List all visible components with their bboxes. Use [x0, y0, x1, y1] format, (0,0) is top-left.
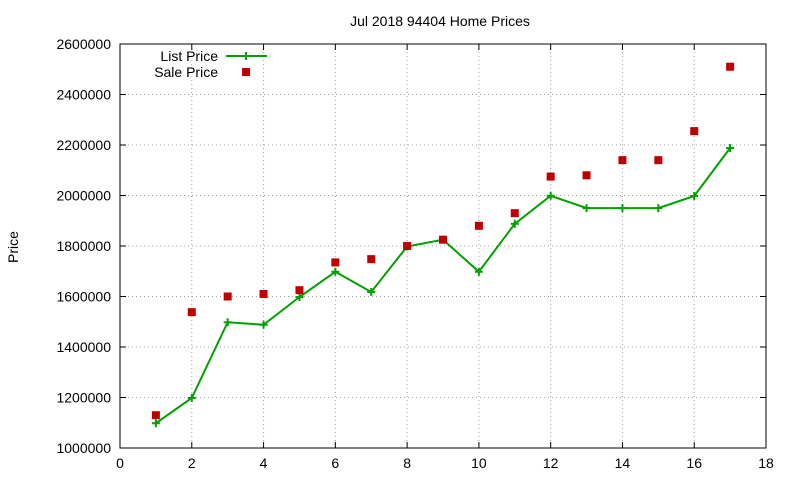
y-tick-label: 1800000 — [56, 238, 111, 254]
sale-price-point — [151, 411, 160, 420]
sale-price-point — [367, 255, 376, 264]
x-tick-label: 6 — [331, 455, 339, 471]
y-tick-label: 1200000 — [56, 390, 111, 406]
y-tick-label: 2200000 — [56, 137, 111, 153]
list-price-point — [259, 320, 268, 329]
x-tick-label: 12 — [543, 455, 559, 471]
y-tick-label: 2000000 — [56, 188, 111, 204]
sale-price-point — [439, 235, 447, 244]
series-area — [151, 62, 735, 428]
sale-price-point — [690, 127, 699, 136]
legend-label-sale-price: Sale Price — [154, 64, 218, 80]
sale-price-point — [474, 221, 483, 230]
y-tick-label: 1400000 — [56, 339, 111, 355]
x-tick-label: 0 — [116, 455, 124, 471]
list-price-point — [618, 204, 627, 213]
y-tick-label: 2400000 — [56, 87, 111, 103]
sale-price-point — [331, 258, 340, 267]
y-tick-label: 2600000 — [56, 36, 111, 52]
y-axis-label: Price — [5, 231, 21, 263]
y-tick-label: 1600000 — [56, 289, 111, 305]
sale-price-point — [510, 209, 519, 218]
legend-label-list-price: List Price — [160, 48, 218, 64]
sale-price-point — [223, 292, 232, 301]
chart-title: Jul 2018 94404 Home Prices — [350, 13, 530, 29]
list-price-point — [187, 394, 196, 403]
legend-marker-sale-price — [242, 68, 250, 76]
list-price-point — [151, 419, 160, 428]
sale-price-point — [403, 242, 412, 250]
sale-price-point — [654, 156, 663, 165]
x-tick-label: 4 — [260, 455, 268, 471]
sale-price-point — [259, 289, 268, 298]
list-price-point — [367, 287, 376, 296]
x-tick-label: 2 — [188, 455, 196, 471]
list-price-point — [726, 144, 735, 153]
x-tick-label: 18 — [758, 455, 774, 471]
list-price-point — [223, 318, 232, 327]
sale-price-point — [726, 62, 735, 71]
list-price-point — [654, 204, 663, 213]
sale-price-point — [546, 172, 555, 181]
x-tick-label: 14 — [615, 455, 631, 471]
sale-price-point — [187, 308, 196, 317]
x-tick-label: 8 — [403, 455, 411, 471]
list-price-point — [582, 204, 591, 213]
list-price-point — [690, 192, 699, 201]
grid — [120, 44, 766, 448]
list-price-point — [331, 267, 340, 276]
x-tick-label: 10 — [471, 455, 487, 471]
sale-price-point — [582, 171, 591, 180]
list-price-point — [295, 293, 304, 302]
sale-price-point — [618, 156, 627, 165]
sale-price-point — [295, 286, 304, 295]
y-tick-label: 1000000 — [56, 440, 111, 456]
list-price-point — [510, 219, 519, 228]
list-price-point — [474, 267, 483, 276]
list-price-point — [546, 191, 555, 200]
x-tick-label: 16 — [686, 455, 702, 471]
axes: 0 2 4 6 8 10 12 14 16 18 1000000 1200000 1400000 1600… — [56, 36, 774, 471]
